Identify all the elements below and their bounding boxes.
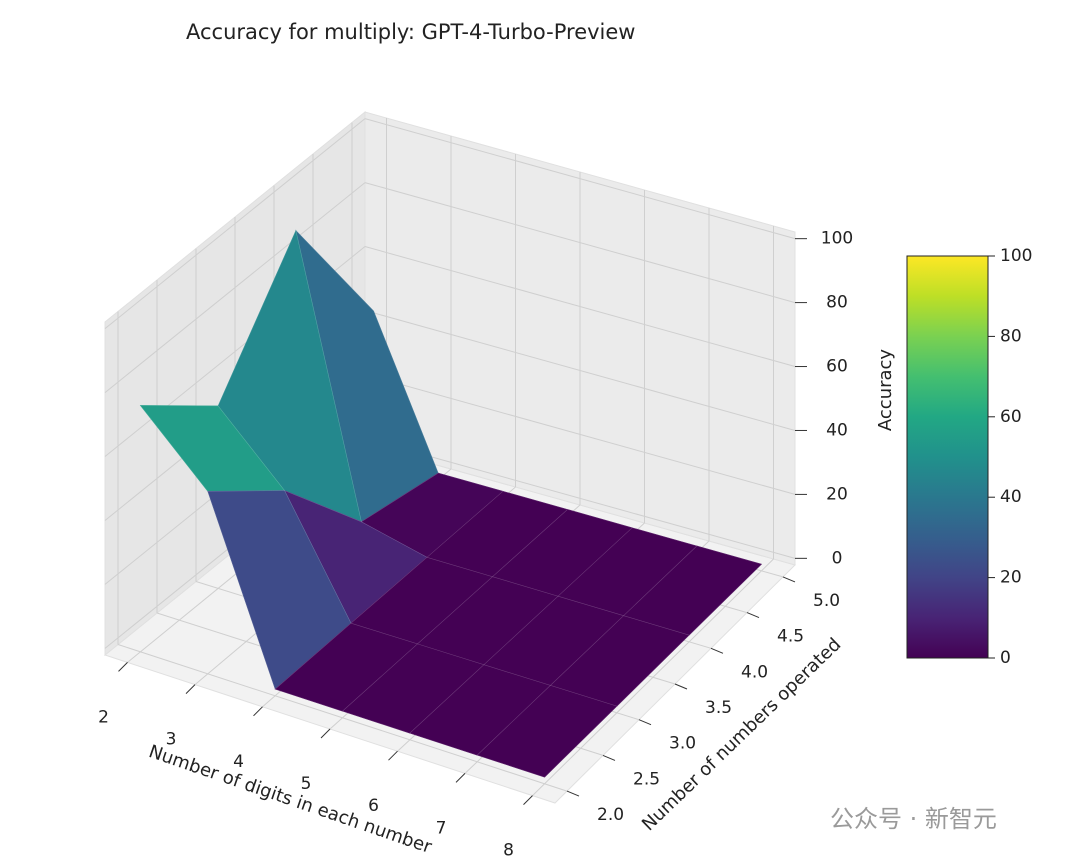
y-tick-label: 3.0 xyxy=(669,734,696,754)
y-tick-label: 2.0 xyxy=(597,805,624,825)
z-tick-label: 40 xyxy=(826,420,848,440)
grid-line xyxy=(117,644,568,792)
tick-mark xyxy=(710,647,724,654)
grid-line xyxy=(364,182,796,304)
colorbar-tick-label: 0 xyxy=(1000,648,1011,668)
x-tick-label: 6 xyxy=(368,796,379,816)
x-tick-label: 8 xyxy=(503,841,514,861)
surface-edge xyxy=(417,576,559,666)
surface-edge xyxy=(492,509,633,597)
tick-mark xyxy=(388,750,398,761)
x-tick-label: 7 xyxy=(436,818,447,838)
tick-mark xyxy=(674,683,688,690)
surface-edge xyxy=(557,527,698,617)
x-tick-label: 5 xyxy=(301,774,312,794)
z-tick-label: 60 xyxy=(826,357,848,377)
x-tick-label: 2 xyxy=(98,707,109,727)
colorbar-tick-label: 100 xyxy=(1000,246,1032,266)
z-axis-label: Accuracy xyxy=(875,349,896,432)
colorbar-tick-label: 40 xyxy=(1000,487,1022,507)
tick-mark xyxy=(185,684,196,694)
surface-edge xyxy=(483,595,625,686)
surface xyxy=(139,229,763,778)
y-tick-label: 5.0 xyxy=(813,591,840,611)
surface-edge xyxy=(350,556,494,645)
z-tick-label: 100 xyxy=(821,229,853,249)
x-tick-label: 3 xyxy=(166,730,177,750)
colorbar-tick-label: 80 xyxy=(1000,326,1022,346)
surface-facet xyxy=(476,685,618,778)
z-tick-label: 0 xyxy=(832,548,843,568)
tick-mark xyxy=(602,754,616,761)
tick-mark xyxy=(566,790,580,797)
grid-line xyxy=(364,437,796,559)
surface-edge xyxy=(275,622,419,712)
surface-edge xyxy=(550,615,690,707)
y-tick-label: 3.5 xyxy=(705,698,732,718)
grid-line xyxy=(364,309,796,431)
y-tick-label: 4.0 xyxy=(741,662,768,682)
z-tick-label: 80 xyxy=(826,293,848,313)
grid-line xyxy=(104,182,366,393)
tick-mark xyxy=(118,662,128,672)
surface-edge xyxy=(217,229,362,523)
x-axis-label: Number of digits in each number xyxy=(146,741,435,858)
surface-edge xyxy=(342,643,485,734)
grid-line xyxy=(104,118,366,330)
grid-line xyxy=(364,118,796,240)
surface-edge xyxy=(623,545,763,636)
surface-edge xyxy=(207,490,352,690)
surface-edge xyxy=(361,472,504,558)
chart-title: Accuracy for multiply: GPT-4-Turbo-Previ… xyxy=(186,20,635,44)
tick-mark xyxy=(253,706,263,717)
watermark: 公众号 · 新智元 xyxy=(830,805,997,833)
surface-edge xyxy=(409,664,551,756)
surface-edge xyxy=(284,490,428,624)
tick-mark xyxy=(782,576,796,583)
z-tick-label: 20 xyxy=(826,484,848,504)
surface-edge xyxy=(295,230,439,523)
tick-mark xyxy=(455,773,466,783)
colorbar-tick-label: 20 xyxy=(1000,568,1022,588)
y-tick-label: 4.5 xyxy=(777,627,804,647)
tick-mark xyxy=(638,719,652,726)
y-tick-label: 2.5 xyxy=(633,769,660,789)
surface-edge xyxy=(426,490,569,578)
grid-line xyxy=(364,246,796,368)
x-tick-label: 4 xyxy=(233,752,244,772)
tick-mark xyxy=(523,795,533,805)
tick-mark xyxy=(746,612,760,619)
labels: 2 3 4 5 6 7 8 2.0 2.5 3.0 3.5 4.0 4.5 5.0 0 20 40 60 80 100… xyxy=(98,229,1032,861)
colorbar-tick-label: 60 xyxy=(1000,407,1022,427)
tick-mark xyxy=(320,728,331,739)
surface-edge xyxy=(140,405,286,492)
grid-line xyxy=(364,373,796,495)
colorbar xyxy=(906,255,989,659)
surface-edge xyxy=(476,685,618,778)
